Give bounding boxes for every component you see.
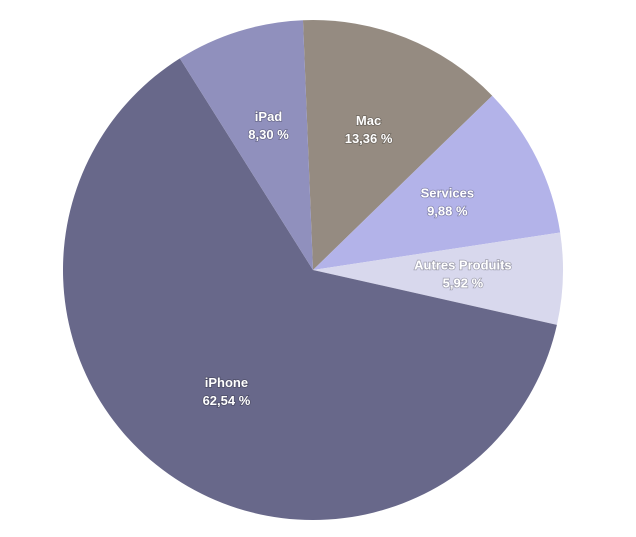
slice-label: Mac xyxy=(356,113,381,128)
pie-slice xyxy=(62,58,557,521)
pie-slice xyxy=(313,232,563,325)
slice-label: iPad xyxy=(255,109,283,124)
slice-value-label: 9,88 % xyxy=(427,204,468,219)
slice-value-label: 62,54 % xyxy=(203,393,251,408)
pie-slice xyxy=(313,95,561,270)
slice-value-label: 8,30 % xyxy=(248,127,289,142)
slice-label: Autres Produits xyxy=(414,258,512,273)
slice-label: Services xyxy=(421,186,475,201)
slice-value-label: 13,36 % xyxy=(345,131,393,146)
pie-slice xyxy=(302,20,493,271)
slice-label: iPhone xyxy=(205,375,248,390)
pie-slice xyxy=(179,20,313,270)
slice-value-label: 5,92 % xyxy=(443,276,484,291)
